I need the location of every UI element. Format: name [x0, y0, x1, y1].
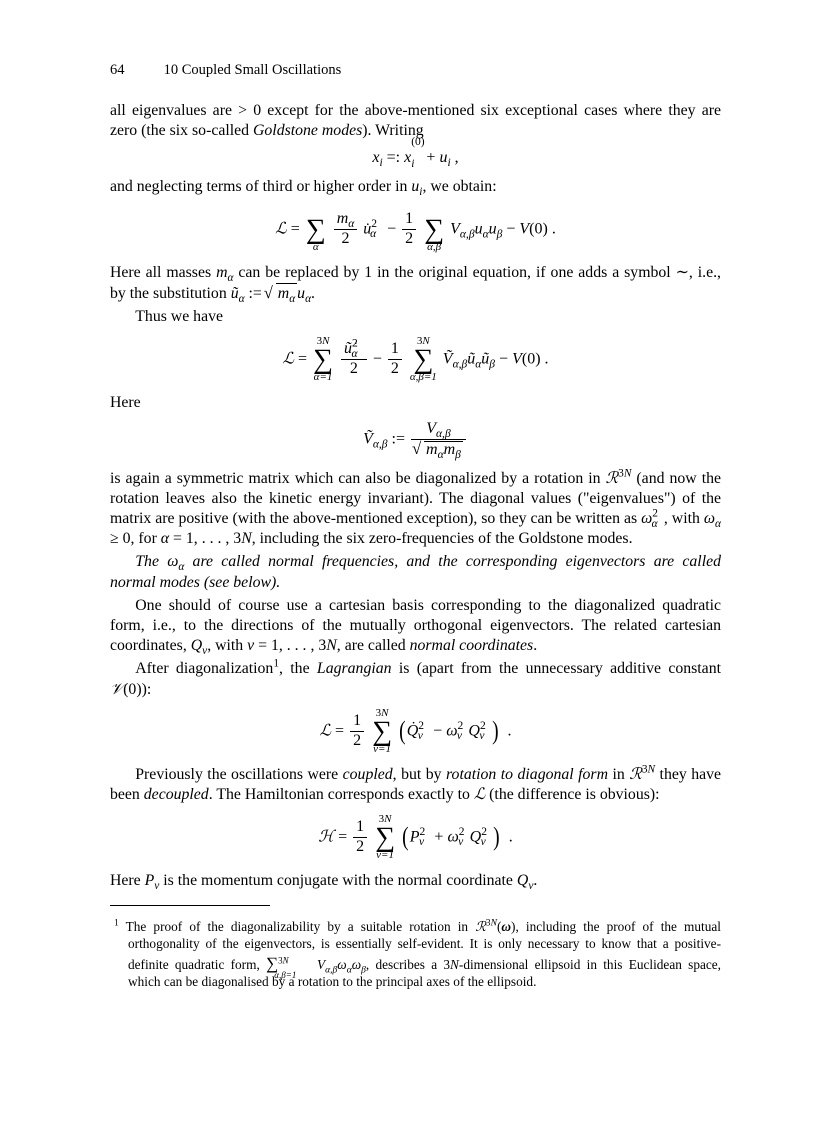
footnote-1: 1 The proof of the diagonalizability by … — [110, 919, 721, 991]
para-3: Here all masses mα can be replaced by 1 … — [110, 263, 721, 304]
footnote-rule — [110, 905, 270, 906]
text: Thus we have — [135, 308, 223, 325]
decoupled-term: decoupled — [144, 786, 209, 803]
text: The proof of the diagonalizability by a … — [119, 919, 475, 934]
text: Here all masses — [110, 264, 216, 281]
text: in — [608, 766, 629, 783]
para-9: After diagonalization1, the Lagrangian i… — [110, 659, 721, 699]
page-number: 64 — [110, 62, 160, 79]
text: . — [533, 872, 537, 889]
text: Here — [110, 394, 141, 411]
text: The — [135, 553, 167, 570]
para-10: Previously the oscillations were coupled… — [110, 765, 721, 805]
text: = 1, . . . , 3 — [254, 637, 326, 654]
text: . — [533, 637, 537, 654]
text: , we obtain: — [422, 178, 496, 195]
equation-H: ℋ = 12 3N∑ν=1 (P2ν + ω2νQ2ν) . — [110, 814, 721, 861]
text: is (apart from the unnecessary additive … — [392, 660, 721, 677]
text: are called normal frequencies, and the c… — [110, 553, 721, 590]
equation-xi: xi =: x(0)i + ui , — [110, 149, 721, 167]
text: . The Hamiltonian corresponds exactly to — [209, 786, 474, 803]
coupled-term: coupled — [343, 766, 393, 783]
para-6: is again a symmetric matrix which can al… — [110, 469, 721, 550]
running-head: 64 10 Coupled Small Oscillations — [110, 62, 721, 79]
equation-Vtilde: Ṽα,β := Vα,β mαmβ — [110, 421, 721, 459]
text: Previously the oscillations were — [135, 766, 342, 783]
lagrangian-term: Lagrangian — [317, 660, 392, 677]
text: (the difference is obvious): — [485, 786, 659, 803]
text: After diagonalization — [135, 660, 273, 677]
para-5: Here — [110, 393, 721, 413]
text: , the — [279, 660, 317, 677]
text: , are called — [337, 637, 410, 654]
text: is again a symmetric matrix which can al… — [110, 470, 606, 487]
para-11: Here Pν is the momentum conjugate with t… — [110, 871, 721, 891]
text: , describes a 3 — [366, 957, 450, 972]
text: , with — [207, 637, 247, 654]
text: Here — [110, 872, 145, 889]
text: is the momentum conjugate with the norma… — [159, 872, 517, 889]
normal-coordinates-term: normal coordinates — [410, 637, 534, 654]
text: , but by — [393, 766, 446, 783]
text: ≥ 0, for — [110, 530, 161, 547]
para-2: and neglecting terms of third or higher … — [110, 177, 721, 197]
rotation-term: rotation to diagonal form — [446, 766, 608, 783]
text: , with — [664, 510, 704, 527]
equation-L2: ℒ = 3N∑α=1 ũ̇2α2 − 12 3N∑α,β=1 Ṽα,βũαũβ … — [110, 336, 721, 383]
goldstone-modes-term: Goldstone modes — [253, 122, 362, 139]
page-body: 64 10 Coupled Small Oscillations all eig… — [0, 0, 816, 1074]
para-4: Thus we have — [110, 307, 721, 327]
text: . — [311, 285, 315, 302]
text: and neglecting terms of third or higher … — [110, 178, 411, 195]
text: , including the six zero-frequencies of … — [252, 530, 633, 547]
equation-L3: ℒ = 12 3N∑ν=1 (Q̇2ν − ω2νQ2ν) . — [110, 708, 721, 755]
para-8: One should of course use a cartesian bas… — [110, 596, 721, 657]
chapter-title: 10 Coupled Small Oscillations — [164, 62, 342, 78]
equation-L1: ℒ = ∑α mα2 u̇2α − 12 ∑α,β Vα,βuαuβ − V(0… — [110, 206, 721, 253]
text: (0)): — [123, 681, 151, 698]
text: = 1, . . . , 3 — [169, 530, 241, 547]
para-7: The ωα are called normal frequencies, an… — [110, 552, 721, 592]
